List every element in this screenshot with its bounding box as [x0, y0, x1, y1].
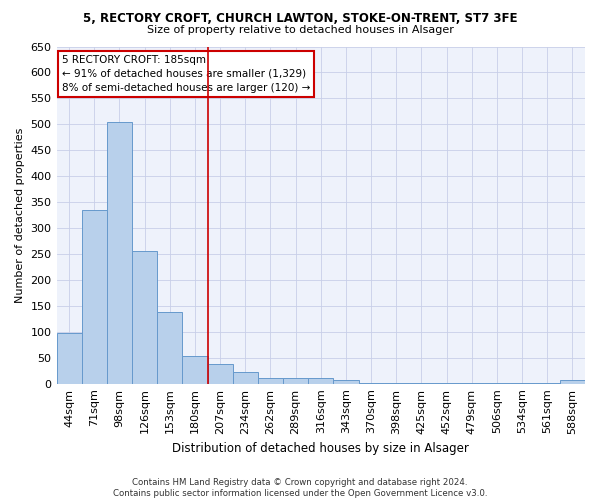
Bar	[208, 364, 233, 384]
Bar	[434, 382, 459, 384]
Y-axis label: Number of detached properties: Number of detached properties	[15, 128, 25, 303]
Bar	[56, 334, 82, 384]
Text: 5, RECTORY CROFT, CHURCH LAWTON, STOKE-ON-TRENT, ST7 3FE: 5, RECTORY CROFT, CHURCH LAWTON, STOKE-O…	[83, 12, 517, 26]
Bar	[233, 372, 258, 384]
Text: 5 RECTORY CROFT: 185sqm
← 91% of detached houses are smaller (1,329)
8% of semi-: 5 RECTORY CROFT: 185sqm ← 91% of detache…	[62, 55, 310, 93]
Bar	[334, 380, 359, 384]
Text: Contains HM Land Registry data © Crown copyright and database right 2024.
Contai: Contains HM Land Registry data © Crown c…	[113, 478, 487, 498]
Bar	[308, 378, 334, 384]
Bar	[560, 380, 585, 384]
Bar	[258, 378, 283, 384]
Bar	[509, 382, 535, 384]
Bar	[359, 382, 383, 384]
Bar	[283, 378, 308, 384]
X-axis label: Distribution of detached houses by size in Alsager: Distribution of detached houses by size …	[172, 442, 469, 455]
Text: Size of property relative to detached houses in Alsager: Size of property relative to detached ho…	[146, 25, 454, 35]
Bar	[409, 382, 434, 384]
Bar	[383, 382, 409, 384]
Bar	[484, 382, 509, 384]
Bar	[132, 252, 157, 384]
Bar	[157, 312, 182, 384]
Bar	[535, 382, 560, 384]
Bar	[182, 356, 208, 384]
Bar	[459, 382, 484, 384]
Bar	[107, 122, 132, 384]
Bar	[82, 210, 107, 384]
